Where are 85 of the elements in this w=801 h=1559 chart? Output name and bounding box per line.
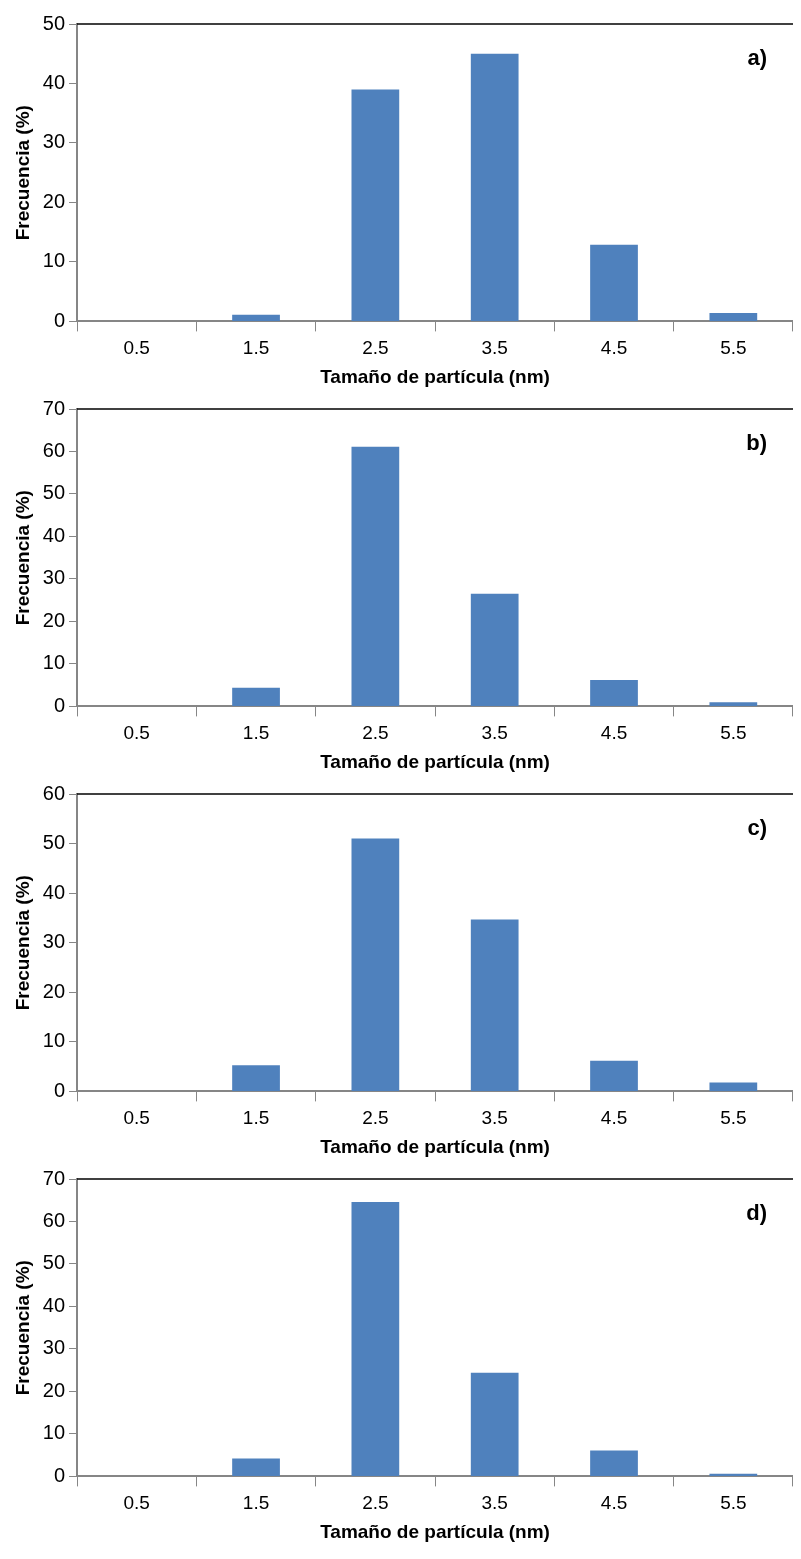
bar [470,919,519,1091]
bar [470,1372,519,1476]
bar [590,1060,638,1091]
x-tick-label: 5.5 [720,337,747,359]
y-tick-label: 10 [42,651,66,674]
x-tick-label: 2.5 [362,722,389,744]
y-tick-label: 50 [42,481,66,504]
annotation: c) [747,815,767,841]
x-axis-title: Tamaño de partícula (nm) [320,750,550,772]
x-tick-label: 5.5 [720,722,747,744]
y-tick-label: 30 [42,566,66,589]
y-tick-label: 10 [42,249,66,272]
x-tick-label: 2.5 [362,1107,389,1129]
y-tick-label: 0 [53,308,66,331]
y-tick-label: 40 [42,1293,66,1316]
x-tick-label: 4.5 [600,1492,628,1514]
y-tick-label: 70 [42,1166,66,1189]
x-tick-label: 5.5 [720,1107,747,1129]
bar [709,1082,758,1091]
x-tick-label: 0.5 [123,1492,150,1514]
x-axis-title: Tamaño de partícula (nm) [320,365,550,387]
y-tick-label: 30 [42,130,66,153]
y-tick-label: 10 [42,1421,66,1444]
y-tick-label: 30 [42,930,66,953]
x-tick-label: 4.5 [600,1107,628,1129]
y-tick-label: 10 [42,1029,66,1052]
bar [709,702,758,706]
y-tick-label: 30 [42,1336,66,1359]
y-tick-label: 20 [42,189,66,212]
y-tick-label: 50 [42,11,66,34]
annotation: d) [746,1200,767,1226]
y-tick-label: 40 [42,880,66,903]
x-tick-label: 0.5 [123,1107,150,1129]
y-tick-label: 60 [42,781,66,804]
bar [351,446,400,706]
y-tick-label: 70 [42,396,66,419]
bar [351,1201,400,1476]
x-tick-label: 3.5 [481,337,508,359]
y-tick-label: 0 [53,1078,66,1101]
x-tick-label: 3.5 [481,1107,508,1129]
x-tick-label: 5.5 [720,1492,747,1514]
y-tick-label: 20 [42,1378,66,1401]
bar [351,838,400,1091]
x-tick-label: 1.5 [242,1107,270,1129]
bar [590,680,638,706]
x-tick-label: 1.5 [242,337,270,359]
y-tick-label: 60 [42,1209,66,1231]
y-tick-label: 40 [42,523,66,546]
y-axis-title: Frecuencia (%) [11,875,33,1011]
x-axis-title: Tamaño de partícula (nm) [320,1520,550,1542]
bar [232,1065,280,1091]
x-tick-label: 0.5 [123,722,150,744]
bar [470,593,519,706]
y-tick-label: 0 [53,1463,66,1486]
y-tick-label: 20 [42,608,66,631]
x-tick-label: 1.5 [242,1492,270,1514]
bar [232,687,280,706]
bar [351,89,400,321]
x-tick-label: 4.5 [600,337,628,359]
y-tick-label: 20 [42,979,66,1002]
annotation: b) [746,430,767,456]
y-tick-label: 50 [42,1251,66,1274]
y-axis-title: Frecuencia (%) [11,105,33,241]
x-tick-label: 3.5 [481,722,508,744]
x-axis-title: Tamaño de partícula (nm) [320,1135,550,1157]
x-tick-label: 0.5 [123,337,150,359]
bar [232,314,280,321]
y-tick-label: 50 [42,831,66,854]
y-tick-label: 0 [53,693,66,716]
x-tick-label: 3.5 [481,1492,508,1514]
bar [470,53,519,321]
bar [590,1450,638,1476]
annotation: a) [747,45,767,71]
y-axis-title: Frecuencia (%) [11,1260,33,1396]
x-tick-label: 1.5 [242,722,270,744]
bar [590,244,638,321]
bar [232,1458,280,1476]
x-tick-label: 2.5 [362,1492,389,1514]
bar [709,1473,758,1476]
x-tick-label: 2.5 [362,337,389,359]
y-tick-label: 60 [42,439,66,461]
x-tick-label: 4.5 [600,722,628,744]
y-axis-title: Frecuencia (%) [11,490,33,626]
bar [709,313,758,321]
y-tick-label: 40 [42,71,66,93]
